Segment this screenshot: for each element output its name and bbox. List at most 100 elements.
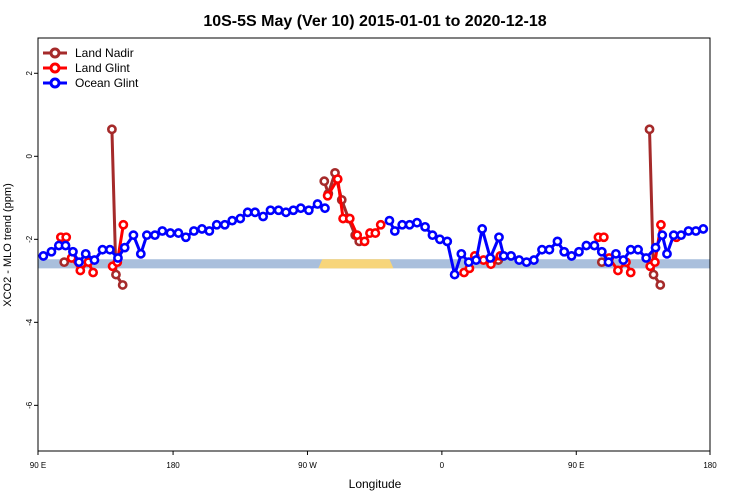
series-ocean-glint-point-0-19: [180, 232, 191, 243]
series-ocean-glint-point-1-20: [529, 255, 539, 265]
legend-label-ocean-glint: Ocean Glint: [75, 76, 139, 90]
x-axis-label: Longitude: [349, 477, 402, 491]
series-ocean-glint-point-1-6: [427, 230, 438, 241]
series-ocean-glint-point-0-34: [295, 203, 306, 214]
series-land-nadir-point-0-0: [59, 257, 70, 268]
series-land-glint-point-2-2: [118, 219, 129, 230]
series-ocean-glint-point-0-12: [128, 230, 139, 241]
y-tick-label-2: -2: [25, 235, 34, 243]
y-axis: 2 0 -2 -4 -6: [25, 71, 38, 409]
legend-swatch-land-nadir-marker: [49, 47, 61, 59]
series-ocean-glint-point-0-11: [119, 242, 130, 253]
series-ocean-glint-point-0-3: [60, 240, 71, 251]
series-ocean-glint-point-0-18: [173, 228, 184, 238]
series-ocean-glint-point-0-23: [211, 219, 222, 230]
series-ocean-glint-point-1-14: [485, 253, 496, 263]
x-tick-label-3: 0: [440, 461, 445, 470]
series-land-glint-point-3-0: [322, 190, 333, 201]
series-land-glint-point-3-4: [352, 230, 363, 241]
series-ocean-glint-point-0-10: [113, 253, 123, 263]
series-ocean-glint-point-0-29: [258, 211, 269, 222]
x-tick-label-1: 180: [166, 461, 180, 470]
series-ocean-glint: [38, 199, 709, 280]
y-axis-label: XCO2 - MLO trend (ppm): [2, 183, 14, 306]
y-tick-label-1: 0: [25, 154, 34, 159]
legend-label-land-glint: Land Glint: [75, 61, 130, 75]
chart-title: 10S-5S May (Ver 10) 2015-01-01 to 2020-1…: [203, 13, 546, 30]
series-land-glint-point-6-3: [625, 267, 636, 278]
series-ocean-glint-point-1-27: [581, 240, 592, 251]
series-ocean-glint-point-0-4: [68, 246, 78, 257]
legend-item-land-nadir: Land Nadir: [43, 46, 134, 60]
series-ocean-glint-point-1-37: [657, 230, 668, 241]
series-ocean-glint-point-0-24: [219, 219, 230, 230]
series-land-glint-line-6: [607, 257, 633, 274]
series-land-glint-point-1-3: [88, 267, 99, 278]
series-land-nadir-point-1-1: [111, 269, 121, 280]
series-ocean-glint-point-0-9: [105, 244, 115, 255]
series-land-glint-point-6-1: [613, 265, 623, 276]
legend: Land Nadir Land Glint Ocean Glint: [43, 46, 139, 90]
series-ocean-glint-point-1-12: [471, 255, 482, 265]
series-land-nadir-point-5-2: [655, 280, 666, 290]
series-land-glint-point-5-1: [598, 232, 609, 243]
y-tick-label-0: 2: [25, 71, 34, 76]
series-ocean-glint-point-1-35: [641, 253, 652, 263]
series-ocean-glint-point-0-36: [312, 199, 323, 209]
x-tick-label-2: 90 W: [298, 461, 317, 470]
series-ocean-glint-point-1-43: [698, 224, 709, 234]
plot-series: [38, 124, 709, 290]
series-ocean-glint-point-1-1: [389, 226, 400, 236]
series-ocean-glint-point-1-34: [633, 244, 643, 255]
x-tick-label-5: 180: [703, 461, 717, 470]
series-land-glint-point-3-3: [344, 213, 355, 224]
legend-label-land-nadir: Land Nadir: [75, 46, 134, 60]
legend-swatch-land-glint-marker: [49, 62, 61, 74]
legend-item-ocean-glint: Ocean Glint: [43, 76, 139, 90]
series-ocean-glint-point-1-26: [574, 246, 584, 257]
series-ocean-glint-point-0-6: [80, 248, 91, 259]
series-ocean-glint-point-1-23: [552, 236, 563, 247]
series-ocean-glint-point-0-35: [303, 205, 314, 216]
series-ocean-glint-point-0-15: [150, 230, 160, 241]
series-land-glint-point-3-8: [375, 219, 386, 230]
series-land-nadir-point-1-0: [107, 124, 117, 135]
series-ocean-glint-point-1-30: [603, 257, 614, 268]
series-land-glint-point-3-1: [332, 174, 343, 185]
series-ocean-glint-point-0-30: [265, 205, 276, 216]
series-land-glint-point-0-1: [61, 232, 72, 243]
series-ocean-glint-point-0-17: [165, 228, 176, 238]
series-ocean-glint-point-1-15: [494, 232, 504, 243]
series-ocean-glint-point-0-7: [89, 255, 100, 265]
series-land-nadir-point-5-1: [648, 269, 659, 280]
series-ocean-glint-point-1-17: [506, 251, 516, 261]
series-ocean-glint-point-0-20: [189, 226, 199, 236]
series-ocean-glint-point-0-1: [46, 246, 57, 257]
series-land-nadir-point-5-0: [644, 124, 655, 135]
series-ocean-glint-point-1-38: [662, 248, 672, 259]
series-ocean-glint-point-0-0: [38, 251, 49, 261]
x-tick-label-4: 90 E: [568, 461, 584, 470]
series-ocean-glint-point-0-28: [250, 207, 260, 218]
y-tick-label-3: -4: [25, 318, 34, 326]
plot-frame: [37, 37, 711, 452]
series-ocean-glint-point-1-22: [544, 244, 555, 255]
series-ocean-glint-point-0-22: [204, 226, 215, 236]
series-ocean-glint-point-1-10: [456, 248, 467, 259]
series-ocean-glint-point-1-36: [650, 242, 661, 253]
reference-band: [38, 259, 710, 269]
series-ocean-glint-point-1-40: [676, 230, 687, 241]
series-ocean-glint-point-1-5: [420, 221, 430, 232]
legend-item-land-glint: Land Glint: [43, 61, 130, 75]
series-ocean-glint-point-0-14: [141, 230, 152, 241]
series-land-glint-point-3-7: [370, 228, 381, 238]
series-ocean-glint-point-1-13: [477, 224, 488, 234]
series-ocean-glint-point-0-16: [157, 226, 168, 236]
series-ocean-glint-point-0-26: [235, 213, 246, 224]
series-land-nadir-point-2-0: [319, 176, 330, 187]
series-land-nadir-point-1-2: [117, 280, 128, 290]
series-ocean-glint-point-1-29: [596, 246, 607, 257]
series-ocean-glint-point-1-32: [618, 255, 629, 265]
series-land-glint-point-7-1: [649, 257, 660, 268]
